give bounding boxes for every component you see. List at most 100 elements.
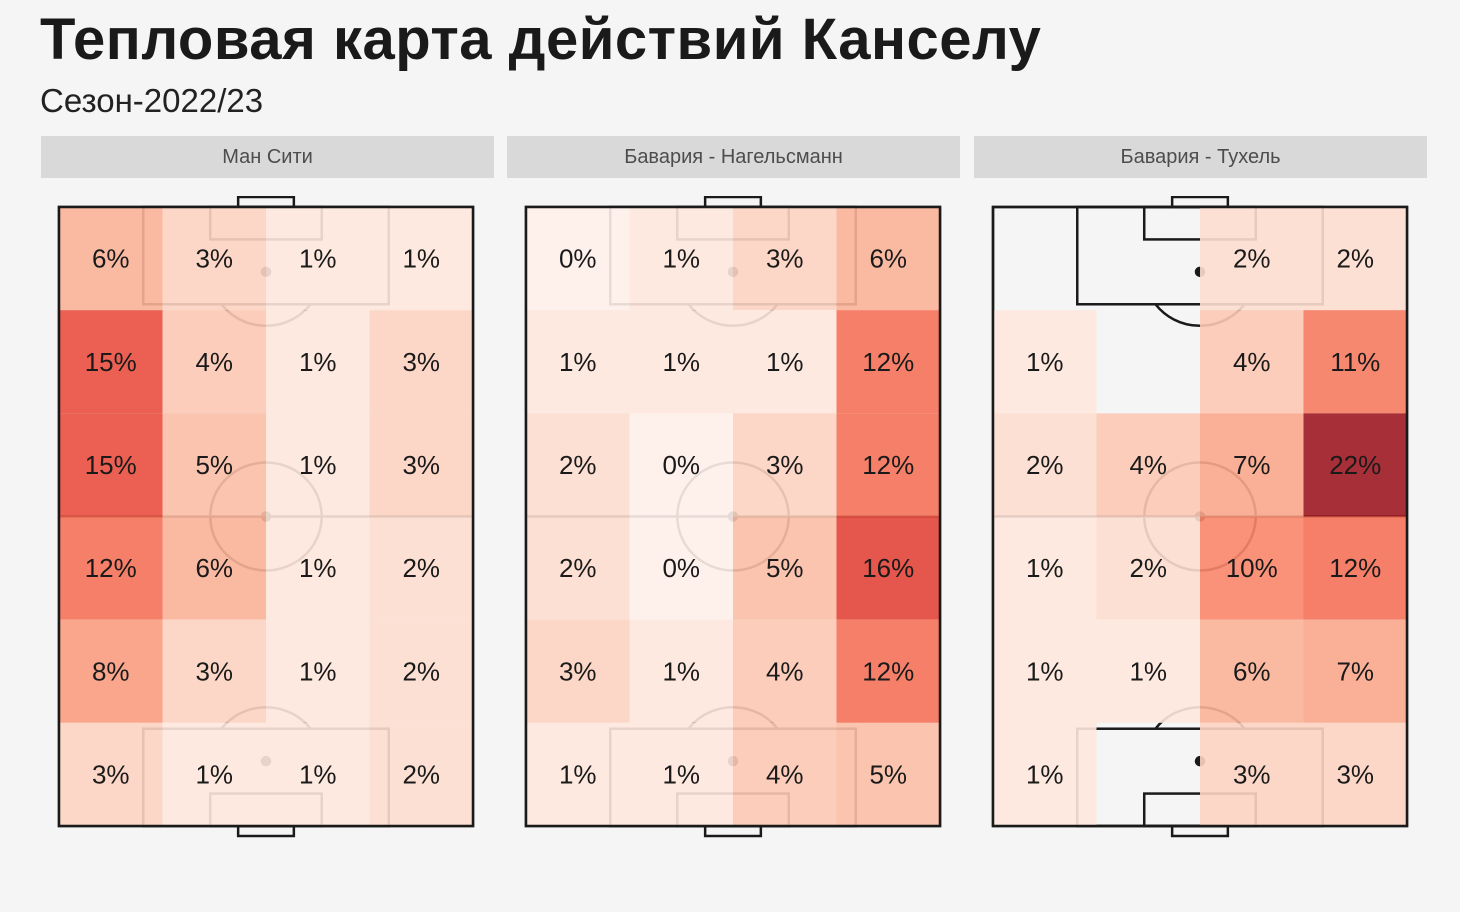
cell-value-label: 2% (402, 759, 440, 789)
cell-value-label: 1% (1026, 347, 1064, 377)
heatmap-cell (836, 207, 940, 311)
cell-value-label: 1% (299, 759, 337, 789)
cell-value-label: 2% (1336, 244, 1374, 274)
cell-value-label: 3% (1336, 759, 1374, 789)
heatmap-cell (993, 619, 1097, 723)
heatmap-cell (1096, 413, 1200, 517)
heatmap-cell (162, 207, 266, 311)
heatmap-cell (1200, 516, 1304, 620)
goal-top (236, 196, 296, 209)
heatmap-cell (1200, 413, 1304, 517)
pitch-border (524, 205, 942, 828)
panel-strip-man-city: Ман Сити (41, 136, 494, 178)
heatmap-cell (266, 207, 370, 311)
heatmap-svg: 6% 3% 1% 1% 15% 4% 1% 3% 15% 5% 1% 3% 12% 6% 1% 2% 8% 3% 1… (57, 196, 475, 838)
cell-value-label: 1% (299, 244, 337, 274)
heatmap-cell (526, 413, 630, 517)
cell-value-label: 6% (195, 553, 233, 583)
heatmap-cell (266, 619, 370, 723)
heatmap-cell (1200, 310, 1304, 414)
cell-value-label: 3% (402, 347, 440, 377)
heatmap-cell (1303, 722, 1407, 826)
heatmap-cell (59, 516, 163, 620)
cell-value-label: 1% (299, 347, 337, 377)
heatmap-cell (629, 310, 733, 414)
heatmap-cell (733, 516, 837, 620)
heatmap-cell (629, 207, 733, 311)
heatmap-cell (162, 722, 266, 826)
heatmap-cell (993, 310, 1097, 414)
cell-value-label: 1% (299, 450, 337, 480)
cell-value-label: 1% (1026, 656, 1064, 686)
cell-value-label: 3% (766, 244, 804, 274)
heatmap-cell (526, 722, 630, 826)
cell-value-label: 15% (85, 450, 137, 480)
heatmap-cell (1303, 516, 1407, 620)
cell-value-label: 0% (662, 553, 700, 583)
heatmap-cell (162, 310, 266, 414)
heatmap-cell (1200, 619, 1304, 723)
heatmap-svg: 2% 2% 1% 4% 11% 2% 4% 7% 22% 1% 2% 10% 12% 1% 1% 6% 7% 1%… (991, 196, 1409, 838)
heatmap-cell (1303, 310, 1407, 414)
cell-value-label: 1% (662, 656, 700, 686)
heatmap-cell (526, 207, 630, 311)
cell-value-label: 2% (402, 656, 440, 686)
heatmap-cell (836, 619, 940, 723)
cell-value-label: 4% (195, 347, 233, 377)
cell-value-label: 3% (559, 656, 597, 686)
cell-value-label: 4% (1129, 450, 1167, 480)
cell-value-label: 2% (402, 553, 440, 583)
heatmap-cell (733, 207, 837, 311)
heatmap-cell (266, 722, 370, 826)
pitch-heatmap-man-city: 6% 3% 1% 1% 15% 4% 1% 3% 15% 5% 1% 3% 12% 6% 1% 2% 8% 3% 1… (56, 196, 478, 840)
heatmap-cell (369, 413, 473, 517)
heatmap-cell (1303, 207, 1407, 311)
heatmap-cell (836, 413, 940, 517)
heatmap-cell (526, 516, 630, 620)
cell-value-label: 1% (402, 244, 440, 274)
cell-value-label: 10% (1226, 553, 1278, 583)
heatmap-cell (369, 516, 473, 620)
heatmap-cells (59, 207, 473, 826)
cell-value-label: 1% (559, 347, 597, 377)
heatmap-cell (59, 722, 163, 826)
heatmap-cell (993, 722, 1097, 826)
cell-value-label: 12% (862, 450, 914, 480)
cell-value-label: 3% (766, 450, 804, 480)
cell-value-label: 0% (662, 450, 700, 480)
heatmap-cell (266, 413, 370, 517)
cell-value-label: 0% (559, 244, 597, 274)
heatmap-cell (59, 413, 163, 517)
cell-value-label: 3% (195, 244, 233, 274)
heatmap-cell (1096, 516, 1200, 620)
heatmap-svg: 0% 1% 3% 6% 1% 1% 1% 12% 2% 0% 3% 12% 2% 0% 5% 16% 3% 1% 4… (524, 196, 942, 838)
heatmap-cell (733, 310, 837, 414)
cell-value-label: 1% (1026, 553, 1064, 583)
cell-value-label: 5% (195, 450, 233, 480)
heatmap-cell (836, 722, 940, 826)
panel-strip-bayern-tuchel: Бавария - Тухель (974, 136, 1427, 178)
cell-value-label: 7% (1336, 656, 1374, 686)
cell-value-label: 2% (559, 553, 597, 583)
cell-value-label: 22% (1329, 450, 1381, 480)
heatmap-cell (629, 413, 733, 517)
goal-bottom (703, 824, 763, 838)
heatmap-cell (733, 619, 837, 723)
cell-value-label: 1% (299, 656, 337, 686)
heatmap-cell (59, 619, 163, 723)
cell-value-label: 1% (766, 347, 804, 377)
cell-value-label: 11% (1330, 347, 1380, 377)
cell-value-label: 6% (92, 244, 130, 274)
cell-value-label: 3% (402, 450, 440, 480)
pitch-border (991, 205, 1409, 828)
heatmap-cell (836, 516, 940, 620)
cell-value-label: 5% (869, 759, 907, 789)
cell-value-label: 4% (766, 656, 804, 686)
heatmap-cell (526, 619, 630, 723)
heatmap-cell (162, 516, 266, 620)
heatmap-cell (733, 722, 837, 826)
cell-value-label: 1% (1026, 759, 1064, 789)
pitch-border (57, 205, 475, 828)
cell-value-label: 2% (1233, 244, 1271, 274)
cell-value-label: 6% (1233, 656, 1271, 686)
